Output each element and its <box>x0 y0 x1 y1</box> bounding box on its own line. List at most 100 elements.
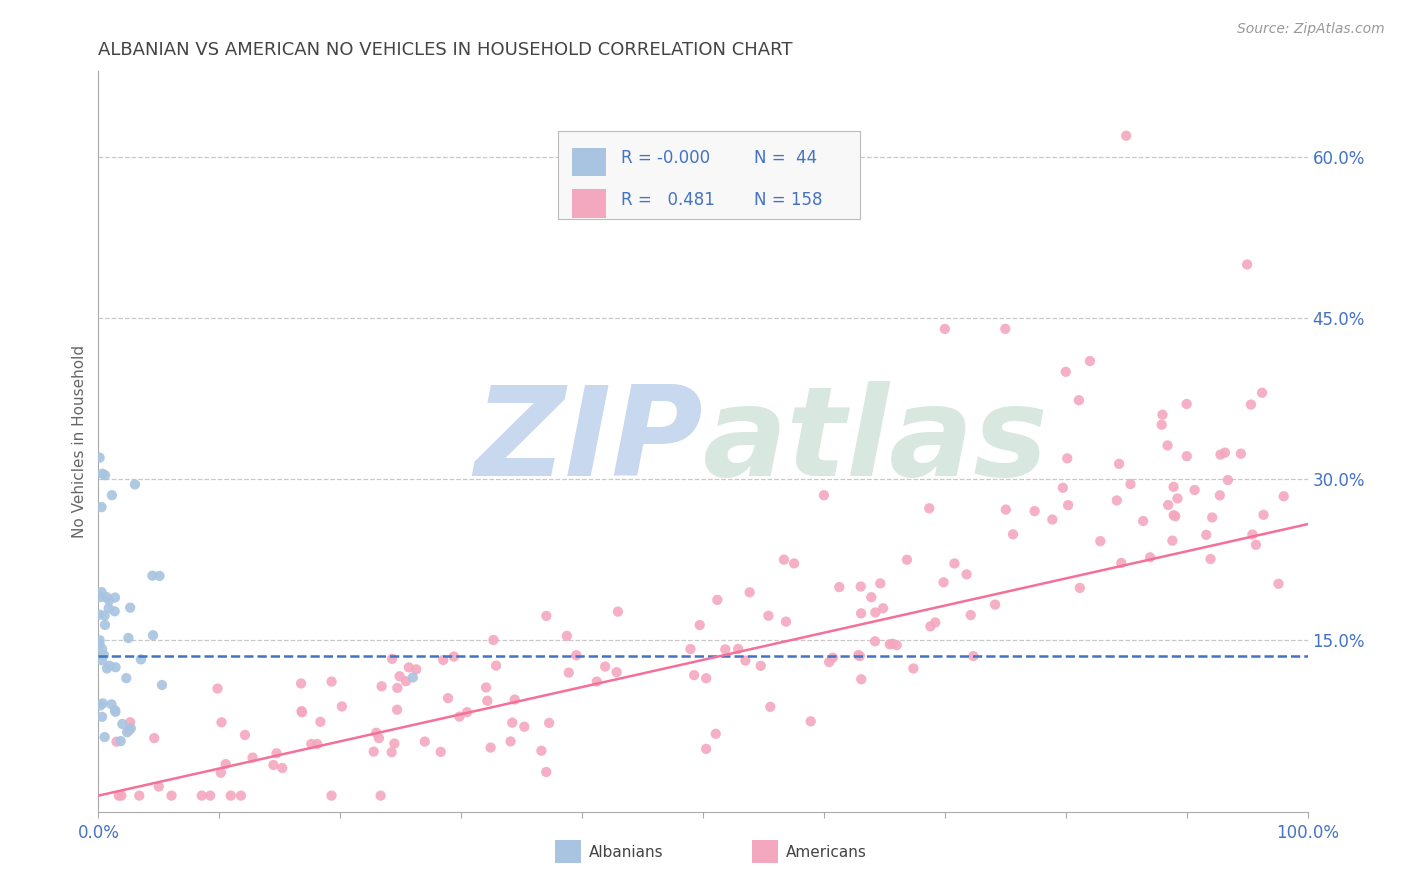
Point <box>398 660 420 674</box>
Point <box>1164 509 1187 524</box>
Point <box>219 789 242 803</box>
Point <box>229 789 252 803</box>
Point <box>849 607 872 621</box>
Point <box>200 789 222 803</box>
Point <box>105 734 128 748</box>
Point <box>1166 491 1188 506</box>
Point <box>934 322 956 336</box>
Point <box>865 606 887 620</box>
FancyBboxPatch shape <box>572 189 606 218</box>
Point <box>679 642 702 657</box>
Point <box>479 740 502 755</box>
Point <box>555 629 578 643</box>
Point <box>395 674 418 689</box>
Point <box>1090 534 1112 549</box>
Point <box>896 553 918 567</box>
Point <box>120 722 142 736</box>
Point <box>606 605 628 619</box>
Point <box>984 598 1007 612</box>
Text: N =  44: N = 44 <box>754 149 817 167</box>
Point <box>120 600 142 615</box>
Text: Americans: Americans <box>786 846 868 860</box>
Point <box>321 674 343 689</box>
Point <box>1251 385 1274 400</box>
Point <box>1052 481 1074 495</box>
Point <box>558 665 581 680</box>
Point <box>290 704 312 718</box>
Point <box>924 615 946 630</box>
Point <box>96 661 118 675</box>
Point <box>1108 457 1130 471</box>
Point <box>443 649 465 664</box>
Point <box>405 662 427 676</box>
Point <box>1272 489 1295 503</box>
Point <box>1040 512 1063 526</box>
Point <box>363 745 385 759</box>
Point <box>1201 510 1223 524</box>
Point <box>706 593 728 607</box>
Point <box>1157 498 1180 512</box>
Point <box>402 671 425 685</box>
Point <box>370 679 392 693</box>
Point <box>1078 354 1101 368</box>
Point <box>110 789 132 803</box>
Point <box>800 714 823 729</box>
Point <box>848 648 870 662</box>
Point <box>111 717 134 731</box>
Point <box>388 669 411 683</box>
Point <box>727 642 749 657</box>
Text: Albanians: Albanians <box>589 846 664 860</box>
Point <box>413 734 436 748</box>
Point <box>536 609 558 624</box>
Point <box>1230 447 1253 461</box>
Point <box>683 668 706 682</box>
Point <box>695 671 717 685</box>
Point <box>115 725 138 739</box>
Point <box>1267 576 1289 591</box>
Point <box>734 654 756 668</box>
Point <box>190 789 212 803</box>
Point <box>242 750 264 764</box>
Point <box>1175 397 1198 411</box>
Point <box>90 500 112 514</box>
Point <box>309 714 332 729</box>
Point <box>1163 508 1185 523</box>
Point <box>1163 480 1185 494</box>
Point <box>818 655 841 669</box>
Text: R = -0.000: R = -0.000 <box>621 149 710 167</box>
Point <box>97 601 120 615</box>
Point <box>117 631 139 645</box>
Point <box>821 650 844 665</box>
Text: Source: ZipAtlas.com: Source: ZipAtlas.com <box>1237 22 1385 37</box>
Point <box>233 728 256 742</box>
Point <box>943 557 966 571</box>
Point <box>1213 445 1236 459</box>
Point <box>91 697 114 711</box>
Point <box>1161 533 1184 548</box>
Point <box>160 789 183 803</box>
Point <box>90 653 112 667</box>
Point <box>1152 408 1174 422</box>
Point <box>94 618 117 632</box>
Point <box>96 590 118 604</box>
Point <box>366 725 388 739</box>
Point <box>689 618 711 632</box>
Point <box>851 673 873 687</box>
Point <box>565 648 588 663</box>
Point <box>432 653 454 667</box>
Point <box>115 671 138 685</box>
Point <box>290 676 312 690</box>
Point <box>903 661 925 675</box>
Point <box>124 477 146 491</box>
Point <box>477 694 499 708</box>
Point <box>104 591 127 605</box>
Point <box>437 691 460 706</box>
Point <box>98 658 121 673</box>
Point <box>120 715 142 730</box>
Point <box>886 638 908 652</box>
Point <box>872 601 894 615</box>
Point <box>104 705 127 719</box>
Point <box>606 665 628 680</box>
Point <box>1067 393 1090 408</box>
Text: ZIP: ZIP <box>474 381 703 502</box>
